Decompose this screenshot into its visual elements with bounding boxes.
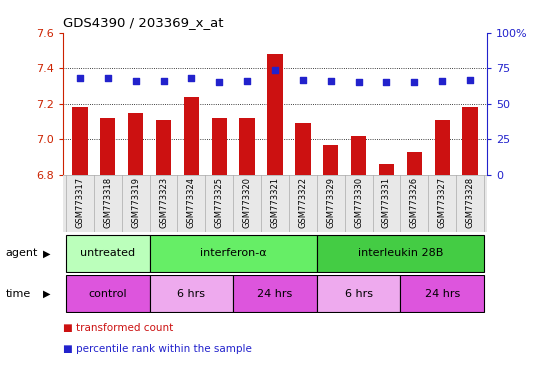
Point	[131, 78, 140, 84]
Text: GSM773326: GSM773326	[410, 177, 419, 228]
Bar	[317, 275, 400, 312]
Point	[159, 78, 168, 84]
Bar	[400, 275, 484, 312]
Bar	[351, 136, 366, 175]
Bar	[100, 118, 116, 175]
Text: GDS4390 / 203369_x_at: GDS4390 / 203369_x_at	[63, 16, 224, 29]
Point	[382, 79, 391, 86]
Bar	[379, 164, 394, 175]
Text: ■ transformed count: ■ transformed count	[63, 323, 173, 333]
Bar	[317, 235, 484, 272]
Point	[215, 79, 224, 86]
Text: interleukin 28B: interleukin 28B	[358, 248, 443, 258]
Bar	[434, 120, 450, 175]
Bar	[66, 275, 150, 312]
Point	[438, 78, 447, 84]
Text: GSM773331: GSM773331	[382, 177, 391, 228]
Point	[354, 79, 363, 86]
Bar	[463, 107, 478, 175]
Text: ▶: ▶	[43, 248, 51, 258]
Bar	[150, 235, 317, 272]
Point	[103, 75, 112, 81]
Bar	[150, 275, 233, 312]
Text: GSM773324: GSM773324	[187, 177, 196, 228]
Text: GSM773327: GSM773327	[438, 177, 447, 228]
Point	[326, 78, 335, 84]
Point	[410, 79, 419, 86]
Point	[75, 75, 84, 81]
Bar	[212, 118, 227, 175]
Bar	[66, 235, 150, 272]
Text: untreated: untreated	[80, 248, 135, 258]
Text: GSM773328: GSM773328	[465, 177, 475, 228]
Point	[187, 75, 196, 81]
Bar	[128, 113, 144, 175]
Text: interferon-α: interferon-α	[200, 248, 267, 258]
Point	[466, 76, 475, 83]
Text: GSM773321: GSM773321	[271, 177, 279, 228]
Text: GSM773319: GSM773319	[131, 177, 140, 228]
Text: GSM773322: GSM773322	[298, 177, 307, 228]
Text: 6 hrs: 6 hrs	[345, 289, 372, 299]
Point	[271, 66, 279, 73]
Bar	[156, 120, 171, 175]
Text: GSM773329: GSM773329	[326, 177, 335, 228]
Text: GSM773330: GSM773330	[354, 177, 363, 228]
Text: GSM773320: GSM773320	[243, 177, 252, 228]
Text: GSM773323: GSM773323	[159, 177, 168, 228]
Bar	[233, 275, 317, 312]
Bar	[72, 107, 87, 175]
Text: agent: agent	[6, 248, 38, 258]
Bar	[295, 123, 311, 175]
Point	[243, 78, 251, 84]
Text: GSM773317: GSM773317	[75, 177, 85, 228]
Text: 24 hrs: 24 hrs	[425, 289, 460, 299]
Text: ■ percentile rank within the sample: ■ percentile rank within the sample	[63, 344, 252, 354]
Text: GSM773318: GSM773318	[103, 177, 112, 228]
Bar	[323, 144, 338, 175]
Text: time: time	[6, 289, 31, 299]
Bar	[239, 118, 255, 175]
Point	[299, 76, 307, 83]
Text: control: control	[89, 289, 127, 299]
Bar	[406, 152, 422, 175]
Bar	[184, 96, 199, 175]
Text: 6 hrs: 6 hrs	[178, 289, 205, 299]
Bar	[267, 54, 283, 175]
Text: 24 hrs: 24 hrs	[257, 289, 293, 299]
Text: ▶: ▶	[43, 289, 51, 299]
Text: GSM773325: GSM773325	[215, 177, 224, 228]
